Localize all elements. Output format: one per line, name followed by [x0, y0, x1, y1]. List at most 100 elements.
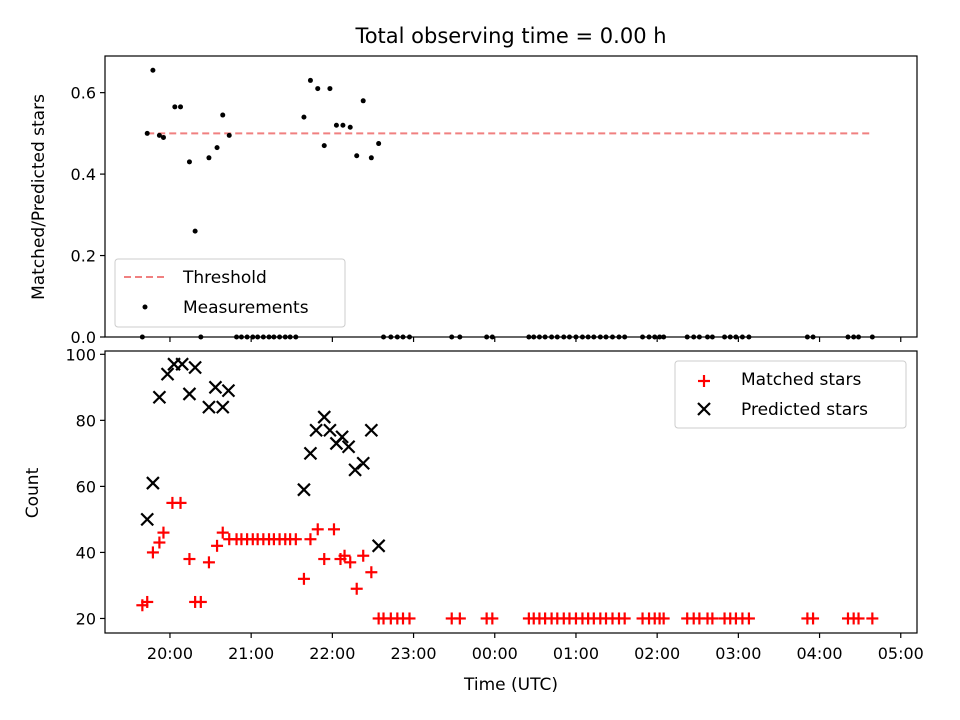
predicted-point [202, 400, 216, 414]
x-tick-label: 20:00 [147, 644, 193, 663]
matched-point [289, 533, 302, 546]
y-tick-label: 60 [76, 477, 96, 496]
measurement-point [652, 334, 658, 340]
ratio-panel-frame [104, 55, 918, 338]
measurement-point [640, 334, 646, 340]
measurement-point [845, 334, 851, 340]
predicted-point [175, 357, 189, 371]
predicted-point [160, 367, 175, 381]
measurement-point [360, 98, 366, 104]
measurement-point [484, 334, 490, 340]
measurement-point [156, 132, 162, 138]
measurement-point [250, 334, 256, 340]
ratio-panel-legend: Threshold Measurements [114, 258, 346, 328]
y-tick-label: 0.2 [71, 247, 96, 266]
measurement-point [260, 334, 266, 340]
measurement-point [804, 334, 810, 340]
measurement-point [727, 334, 733, 340]
measurement-point [661, 334, 667, 340]
measurement-point [810, 334, 816, 340]
measurement-point [198, 334, 204, 340]
y-tick-label: 100 [65, 345, 96, 364]
count-panel-x-ticks: 20:00 21:00 22:00 23:00 00:00 01:00 02:00 03:00… [147, 633, 924, 663]
measurement-point [172, 104, 178, 110]
measurement-point [160, 134, 166, 140]
measurement-point [226, 132, 232, 138]
measurement-point [321, 143, 327, 149]
ratio-legend-box [114, 258, 346, 328]
ratio-panel-x-ticks [169, 337, 902, 342]
matched-point [344, 556, 357, 569]
predicted-point [152, 390, 167, 405]
measurement-point [573, 334, 579, 340]
matched-point [706, 612, 719, 625]
measurement-point [293, 334, 299, 340]
measurement-point [271, 334, 277, 340]
measurement-point [255, 334, 261, 340]
matched-point [338, 549, 351, 562]
predicted-legend-swatch [697, 402, 711, 416]
predicted-point [221, 383, 236, 398]
measurement-point [722, 334, 728, 340]
matched-point [866, 612, 879, 625]
predicted-point [309, 423, 323, 438]
predicted-point [146, 476, 160, 490]
measurement-point [531, 334, 537, 340]
measurement-point [746, 334, 752, 340]
y-tick-label: 20 [76, 609, 96, 628]
measurement-point [591, 334, 597, 340]
y-tick-label: 80 [76, 411, 96, 430]
matched-point [742, 612, 755, 625]
measurement-point [684, 334, 690, 340]
y-tick-label: 40 [76, 543, 96, 562]
measurement-point [526, 334, 532, 340]
matched-point [216, 526, 229, 539]
x-tick-label: 21:00 [228, 644, 274, 663]
measurement-point [333, 122, 339, 128]
measurement-point [585, 334, 591, 340]
measurement-point [238, 334, 244, 340]
measurement-point [739, 334, 745, 340]
y-tick-label: 0.6 [71, 84, 96, 103]
ratio-panel-y-ticks: 0.0 0.2 0.4 0.6 [71, 84, 105, 347]
measurement-point [381, 334, 387, 340]
measurement-point [536, 334, 542, 340]
measurement-point [287, 334, 293, 340]
matched-point [852, 612, 865, 625]
measurement-point [566, 334, 572, 340]
measurement-point [856, 334, 862, 340]
measurement-point [139, 334, 145, 340]
matched-point [486, 612, 499, 625]
measurement-point [327, 86, 333, 92]
matched-point [304, 533, 317, 546]
predicted-point [323, 423, 337, 438]
x-tick-label: 01:00 [553, 644, 599, 663]
ratio-panel-ylabel: Matched/Predicted stars [29, 94, 49, 300]
measurement-point [549, 334, 555, 340]
measurement-point [192, 228, 198, 234]
matched-point [141, 595, 154, 608]
measurement-point [622, 334, 628, 340]
measurement-point [301, 114, 307, 120]
x-axis-label: Time (UTC) [463, 675, 558, 695]
measurement-point [354, 153, 360, 159]
measurements-legend-label: Measurements [183, 298, 309, 318]
measurement-point [705, 334, 711, 340]
matched-point [365, 566, 378, 579]
predicted-point [364, 423, 379, 438]
measurement-point [561, 334, 567, 340]
count-panel-y-ticks: 20 40 60 80 100 [65, 345, 105, 628]
measurement-point [307, 77, 313, 83]
measurement-point [244, 334, 250, 340]
measurement-point [542, 334, 548, 340]
measurement-point [691, 334, 697, 340]
x-tick-label: 03:00 [715, 644, 761, 663]
matched-point [453, 612, 466, 625]
predicted-point [297, 482, 311, 497]
measurement-point [178, 104, 184, 110]
measurement-point [657, 334, 663, 340]
measurement-point [368, 155, 374, 161]
x-tick-label: 04:00 [797, 644, 843, 663]
measurement-point [234, 334, 240, 340]
